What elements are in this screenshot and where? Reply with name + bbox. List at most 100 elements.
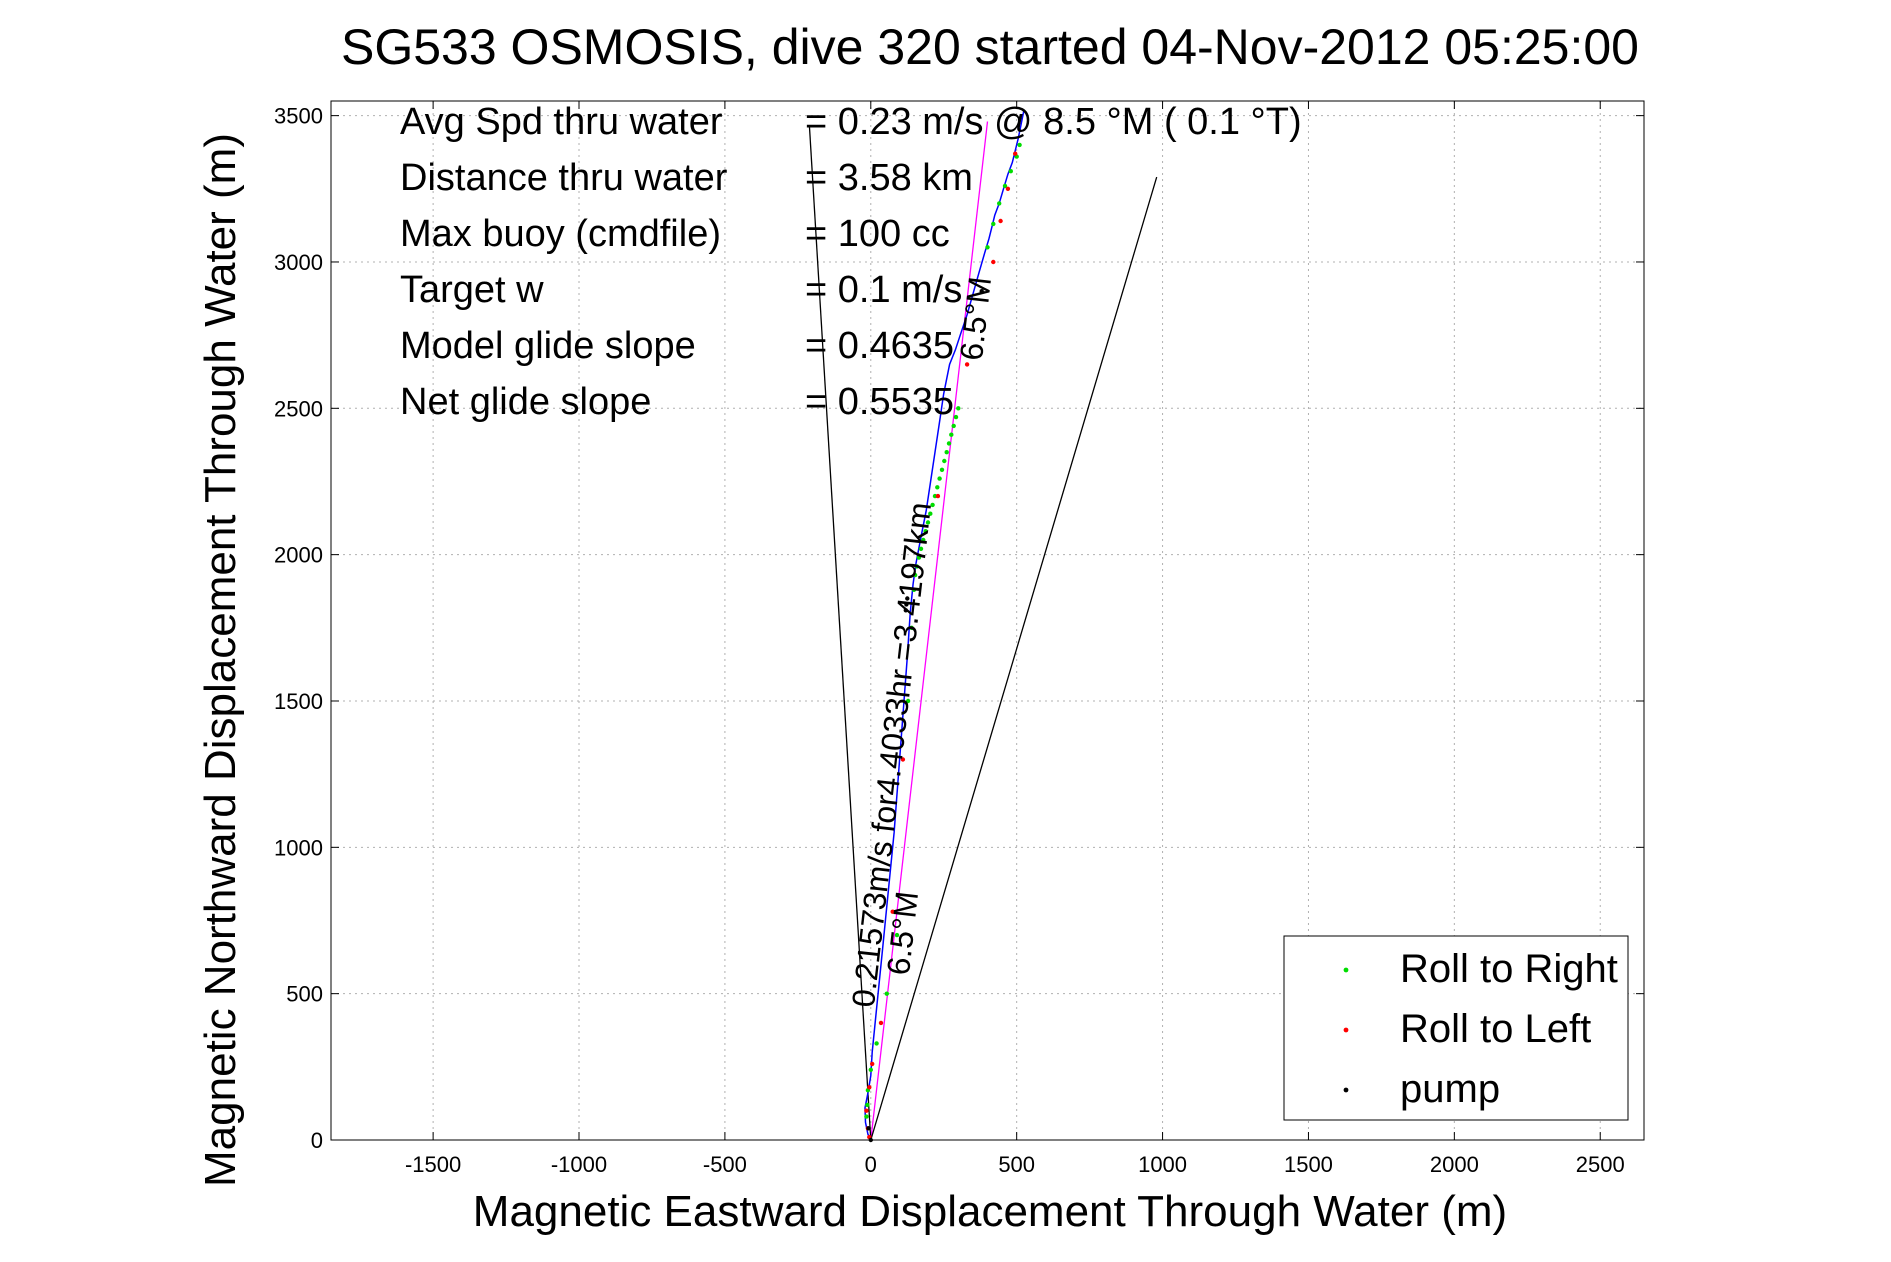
heading-line bbox=[870, 121, 989, 1141]
stats-block: Avg Spd thru water = 0.23 m/s @ 8.5 °M ( … bbox=[400, 101, 1302, 423]
point-roll-to-right bbox=[909, 625, 914, 630]
point-roll-to-right bbox=[937, 476, 942, 481]
point-roll-to-left bbox=[870, 1061, 875, 1067]
point-pump bbox=[903, 608, 908, 613]
y-tick-label: 1500 bbox=[274, 689, 323, 714]
stat-label: Distance thru water bbox=[400, 157, 728, 199]
y-axis-label: Magnetic Northward Displacement Through … bbox=[196, 133, 245, 1187]
y-tick-label: 1000 bbox=[274, 835, 323, 860]
point-roll-to-right bbox=[985, 245, 990, 250]
x-tick-label: 0 bbox=[865, 1152, 877, 1177]
y-tick-label: 3000 bbox=[274, 250, 323, 275]
point-roll-to-right bbox=[916, 555, 922, 560]
x-tick-label: -1000 bbox=[551, 1152, 607, 1177]
legend-label-roll-to-right: Roll to Right bbox=[1400, 947, 1618, 991]
point-pump bbox=[868, 1137, 873, 1143]
point-roll-to-right bbox=[956, 406, 961, 411]
point-roll-to-right bbox=[874, 1041, 879, 1046]
point-roll-to-right bbox=[894, 932, 900, 938]
point-roll-to-right bbox=[930, 502, 935, 508]
x-axis: -1500 -1000 -500 0 500 1000 1500 2000 2500 bbox=[405, 101, 1625, 1177]
x-tick-label: 500 bbox=[998, 1152, 1035, 1177]
point-pump bbox=[905, 596, 910, 601]
stat-value: = 0.5535 bbox=[805, 381, 954, 423]
legend-label-roll-to-left: Roll to Left bbox=[1400, 1007, 1591, 1051]
stat-value: = 3.58 km bbox=[805, 157, 973, 199]
point-roll-to-left bbox=[867, 1085, 872, 1090]
point-roll-to-right bbox=[1017, 142, 1022, 148]
point-roll-to-right bbox=[935, 485, 940, 490]
y-tick-label: 3500 bbox=[274, 104, 323, 129]
point-roll-to-left bbox=[964, 362, 970, 367]
point-roll-to-right bbox=[1002, 183, 1008, 189]
point-roll-to-right bbox=[923, 529, 928, 534]
point-roll-to-right bbox=[911, 587, 917, 592]
stat-label: Model glide slope bbox=[400, 325, 696, 367]
legend-marker-roll-to-left bbox=[1343, 1027, 1349, 1033]
point-roll-to-left bbox=[1013, 151, 1018, 156]
point-pump bbox=[979, 289, 984, 294]
legend-label-pump: pump bbox=[1400, 1067, 1500, 1111]
point-roll-to-right bbox=[918, 546, 924, 551]
point-roll-to-right bbox=[949, 432, 954, 437]
x-tick-label: 2500 bbox=[1576, 1152, 1625, 1177]
point-roll-to-left bbox=[998, 218, 1003, 224]
point-pump bbox=[904, 602, 909, 607]
chart-title: SG533 OSMOSIS, dive 320 started 04-Nov-2… bbox=[341, 19, 1639, 75]
point-roll-to-left bbox=[864, 1108, 869, 1113]
right-wedge bbox=[870, 176, 1158, 1141]
point-roll-to-right bbox=[997, 201, 1002, 206]
stat-value: = 100 cc bbox=[805, 213, 950, 255]
y-tick-label: 2000 bbox=[274, 543, 323, 568]
x-tick-label: 2000 bbox=[1430, 1152, 1479, 1177]
x-tick-label: -1500 bbox=[405, 1152, 461, 1177]
point-roll-to-right bbox=[864, 1114, 869, 1119]
stat-label: Net glide slope bbox=[400, 381, 651, 423]
point-roll-to-right bbox=[912, 572, 918, 578]
point-roll-to-right bbox=[868, 1067, 873, 1073]
point-roll-to-right bbox=[921, 537, 926, 543]
legend-marker-roll-to-right bbox=[1343, 967, 1349, 973]
track-line bbox=[864, 109, 1025, 1141]
point-roll-to-right bbox=[905, 698, 911, 704]
stat-label: Avg Spd thru water bbox=[400, 101, 723, 143]
point-roll-to-right bbox=[865, 1102, 870, 1108]
point-roll-to-left bbox=[890, 909, 895, 914]
data-series bbox=[864, 109, 1025, 1143]
y-tick-label: 500 bbox=[286, 982, 323, 1007]
point-roll-to-right bbox=[914, 564, 920, 569]
y-tick-label: 0 bbox=[311, 1128, 323, 1153]
point-roll-to-right bbox=[884, 991, 889, 996]
x-axis-label: Magnetic Eastward Displacement Through W… bbox=[473, 1187, 1507, 1236]
point-roll-to-right bbox=[1008, 169, 1013, 174]
point-roll-to-left bbox=[1005, 186, 1011, 191]
stat-label: Target w bbox=[400, 269, 544, 311]
reference-lines bbox=[808, 121, 1158, 1141]
point-roll-to-left bbox=[878, 1020, 884, 1026]
point-roll-to-left bbox=[935, 493, 941, 499]
legend-marker-pump bbox=[1343, 1087, 1349, 1093]
point-roll-to-right bbox=[946, 441, 952, 446]
point-roll-to-right bbox=[925, 520, 931, 525]
stat-label: Max buoy (cmdfile) bbox=[400, 213, 721, 255]
point-pump bbox=[866, 1126, 871, 1131]
point-roll-to-left bbox=[900, 757, 906, 762]
stat-value: = 0.23 m/s @ 8.5 °M ( 0.1 °T) bbox=[805, 101, 1302, 143]
plot-area bbox=[330, 100, 1645, 1141]
legend: Roll to Right Roll to Left pump bbox=[1283, 935, 1629, 1121]
point-roll-to-right bbox=[939, 467, 945, 472]
left-wedge bbox=[808, 127, 872, 1141]
point-roll-to-right bbox=[928, 511, 933, 516]
x-tick-label: -500 bbox=[703, 1152, 747, 1177]
stat-value: = 0.1 m/s bbox=[805, 269, 962, 311]
point-roll-to-right bbox=[991, 221, 996, 227]
y-axis: 0 500 1000 1500 2000 2500 3000 3500 bbox=[274, 104, 1644, 1153]
x-tick-label: 1000 bbox=[1138, 1152, 1187, 1177]
point-roll-to-left bbox=[991, 259, 996, 265]
point-roll-to-right bbox=[944, 450, 949, 455]
point-roll-to-right bbox=[942, 458, 947, 464]
stat-value: = 0.4635 bbox=[805, 325, 954, 367]
point-roll-to-right bbox=[953, 414, 959, 420]
y-tick-label: 2500 bbox=[274, 396, 323, 421]
